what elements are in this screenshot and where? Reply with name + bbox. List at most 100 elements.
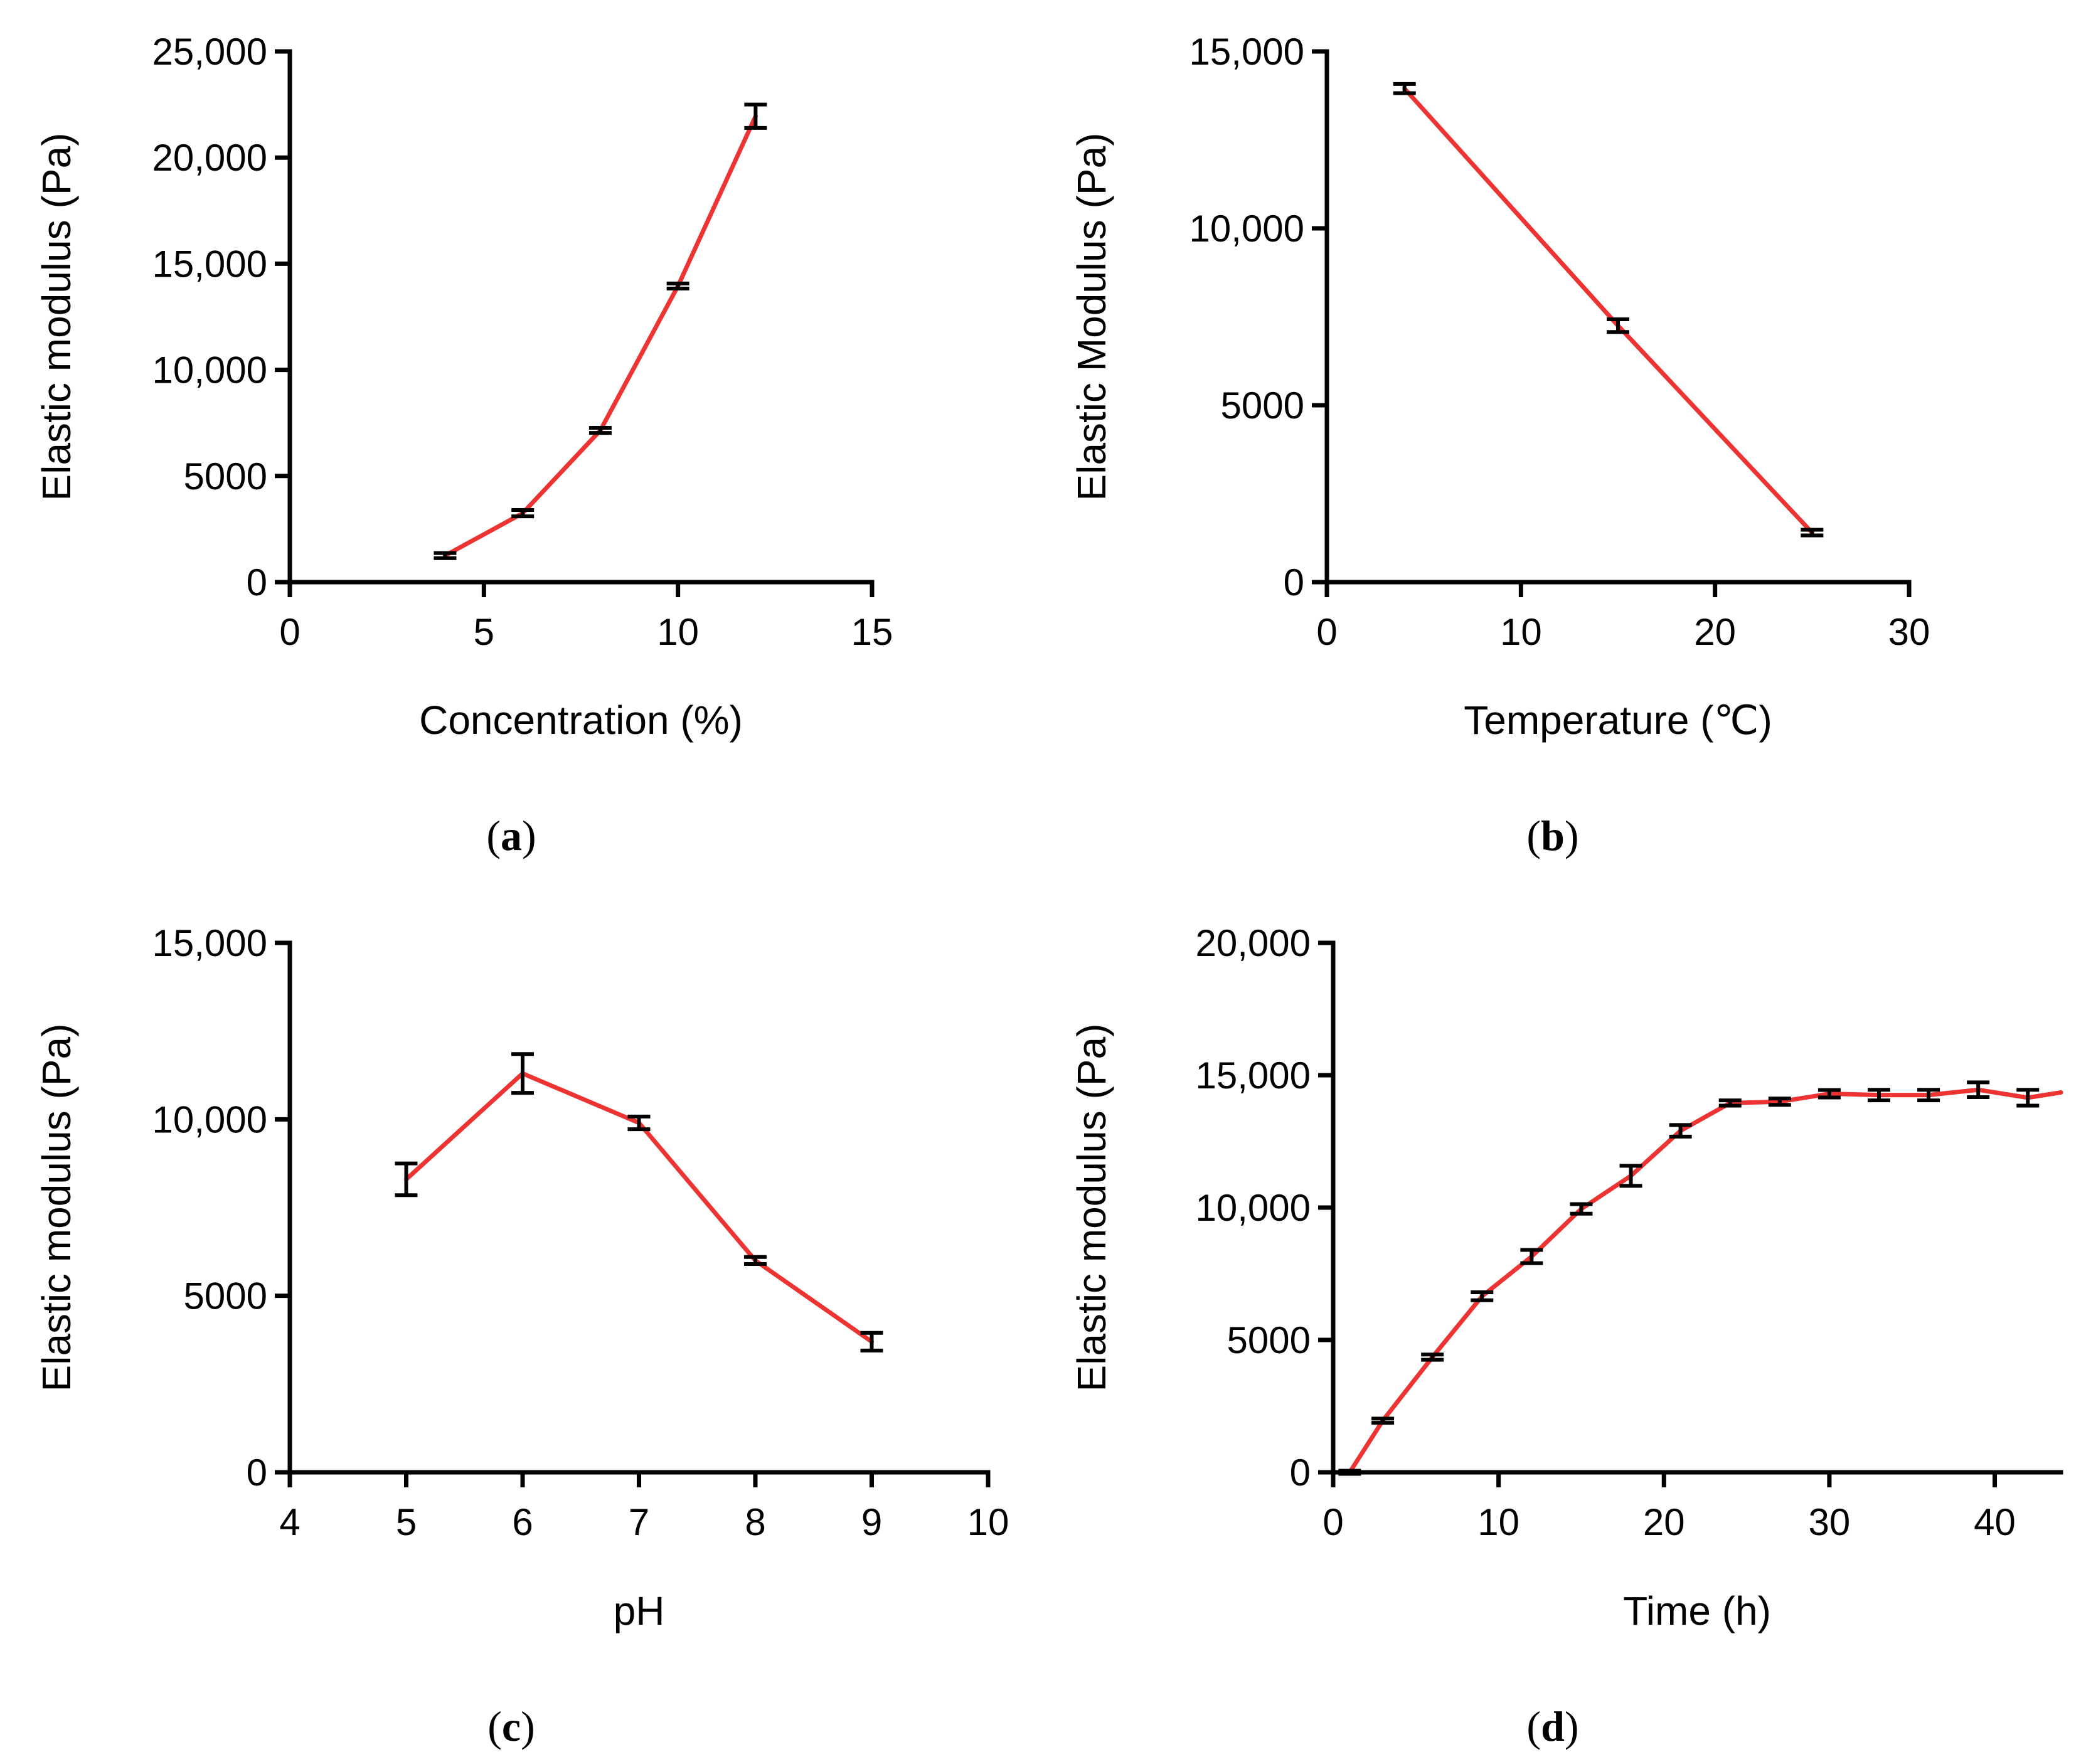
caption-open: ( bbox=[487, 1703, 502, 1750]
y-tick-label: 5000 bbox=[184, 455, 267, 497]
x-tick-label: 30 bbox=[1888, 611, 1930, 653]
caption-open: ( bbox=[1526, 1703, 1541, 1750]
caption-close: ) bbox=[1565, 812, 1579, 859]
error-bar bbox=[588, 425, 612, 435]
y-tick-label: 0 bbox=[247, 1452, 267, 1494]
x-tick-label: 5 bbox=[396, 1501, 417, 1543]
caption-open: ( bbox=[1526, 812, 1541, 859]
y-tick-label: 0 bbox=[1284, 561, 1304, 603]
x-tick-label: 20 bbox=[1694, 611, 1736, 653]
error-bar bbox=[511, 507, 535, 519]
x-tick-label: 10 bbox=[1500, 611, 1542, 653]
error-bar bbox=[1570, 1202, 1593, 1216]
y-tick-label: 10,000 bbox=[152, 349, 267, 391]
error-bar bbox=[395, 1161, 418, 1198]
error-bar bbox=[1471, 1290, 1494, 1302]
caption-close: ) bbox=[1565, 1703, 1579, 1750]
error-bar bbox=[2016, 1088, 2040, 1108]
series-line bbox=[1347, 1087, 2063, 1475]
caption-letter: d bbox=[1541, 1703, 1565, 1750]
x-tick-label: 20 bbox=[1643, 1501, 1685, 1543]
error-bar bbox=[1669, 1123, 1692, 1139]
x-tick-label: 10 bbox=[657, 611, 699, 653]
error-bar bbox=[1817, 1088, 1841, 1100]
caption-letter: b bbox=[1541, 812, 1565, 859]
panel-c-chart: 0 5000 10,000 15,000 4 5 6 7 8 9 10 pH Elastic modul… bbox=[34, 922, 1009, 1750]
error-bar bbox=[511, 1052, 534, 1095]
error-bar bbox=[1607, 317, 1629, 334]
y-tick-label: 10,000 bbox=[1195, 1187, 1311, 1229]
panel-caption: (c) bbox=[487, 1703, 535, 1750]
y-tick-label: 10,000 bbox=[152, 1098, 267, 1140]
y-axis-title: Elastic modulus (Pa) bbox=[34, 1024, 79, 1392]
y-tick-label: 15,000 bbox=[1189, 31, 1304, 73]
x-tick-label: 40 bbox=[1974, 1501, 2016, 1543]
y-tick-label: 25,000 bbox=[152, 31, 267, 73]
x-tick-label: 9 bbox=[861, 1501, 882, 1543]
x-tick-label: 8 bbox=[745, 1501, 765, 1543]
y-tick-label: 10,000 bbox=[1189, 208, 1304, 250]
y-axis-title: Elastic Modulus (Pa) bbox=[1069, 133, 1114, 501]
error-bar bbox=[1393, 82, 1416, 95]
series-line bbox=[404, 1071, 874, 1344]
x-tick-label: 30 bbox=[1809, 1501, 1851, 1543]
caption-letter: c bbox=[502, 1703, 521, 1750]
error-bar bbox=[1917, 1088, 1940, 1103]
x-tick-label: 0 bbox=[279, 611, 300, 653]
error-bar bbox=[1801, 528, 1824, 538]
series-line bbox=[442, 114, 758, 558]
y-tick-label: 20,000 bbox=[152, 137, 267, 179]
x-tick-label: 10 bbox=[1477, 1501, 1519, 1543]
caption-letter: a bbox=[501, 812, 522, 859]
y-tick-label: 15,000 bbox=[152, 922, 267, 964]
y-tick-label: 15,000 bbox=[152, 243, 267, 285]
panel-caption: (a) bbox=[486, 812, 536, 859]
y-tick-label: 5000 bbox=[1227, 1319, 1311, 1361]
error-bar bbox=[1619, 1164, 1642, 1188]
x-tick-label: 0 bbox=[1322, 1501, 1343, 1543]
caption-open: ( bbox=[486, 812, 501, 859]
y-axis-title: Elastic modulus (Pa) bbox=[34, 133, 79, 501]
panel-b-chart: 0 5000 10,000 15,000 0 10 20 30 Temperature (℃) E… bbox=[1069, 31, 1930, 859]
error-bar bbox=[1421, 1352, 1444, 1362]
error-bar bbox=[1868, 1088, 1890, 1103]
y-tick-label: 0 bbox=[1290, 1452, 1311, 1494]
error-bar bbox=[744, 1255, 767, 1267]
x-tick-label: 4 bbox=[279, 1501, 300, 1543]
error-bar bbox=[434, 551, 457, 560]
y-tick-label: 15,000 bbox=[1195, 1055, 1311, 1097]
y-tick-label: 5000 bbox=[184, 1275, 267, 1317]
error-bar bbox=[1768, 1097, 1791, 1107]
panel-a-chart: 0 5000 10,000 15,000 20,000 25,000 0 5 10 15 Conce… bbox=[34, 31, 893, 859]
x-axis-title: Temperature (℃) bbox=[1464, 698, 1772, 743]
x-tick-label: 15 bbox=[851, 611, 893, 653]
error-bar bbox=[1520, 1248, 1543, 1265]
panel-caption: (b) bbox=[1526, 812, 1578, 859]
x-tick-label: 0 bbox=[1316, 611, 1337, 653]
x-tick-label: 10 bbox=[967, 1501, 1009, 1543]
series-line bbox=[1402, 86, 1814, 535]
panel-d-chart: 0 5000 10,000 15,000 20,000 0 10 20 30 40 Time (h)… bbox=[1069, 922, 2063, 1750]
error-bar bbox=[1338, 1469, 1361, 1476]
x-tick-label: 5 bbox=[474, 611, 494, 653]
y-tick-label: 5000 bbox=[1221, 385, 1304, 427]
error-bar bbox=[1371, 1416, 1395, 1425]
caption-close: ) bbox=[522, 812, 536, 859]
error-bar bbox=[627, 1114, 651, 1132]
panel-caption: (d) bbox=[1526, 1703, 1578, 1750]
caption-close: ) bbox=[521, 1703, 535, 1750]
x-axis-title: Time (h) bbox=[1623, 1588, 1771, 1634]
error-bar bbox=[1967, 1080, 1990, 1100]
y-tick-label: 0 bbox=[247, 561, 267, 603]
error-bar bbox=[666, 281, 689, 290]
x-axis-title: pH bbox=[614, 1588, 665, 1634]
x-tick-label: 6 bbox=[512, 1501, 533, 1543]
y-tick-label: 20,000 bbox=[1195, 922, 1311, 964]
x-tick-label: 7 bbox=[629, 1501, 649, 1543]
x-axis-title: Concentration (%) bbox=[419, 698, 743, 743]
error-bar bbox=[1718, 1098, 1742, 1108]
error-bar bbox=[744, 102, 767, 130]
error-bar bbox=[860, 1331, 883, 1352]
y-axis-title: Elastic modulus (Pa) bbox=[1069, 1024, 1114, 1392]
